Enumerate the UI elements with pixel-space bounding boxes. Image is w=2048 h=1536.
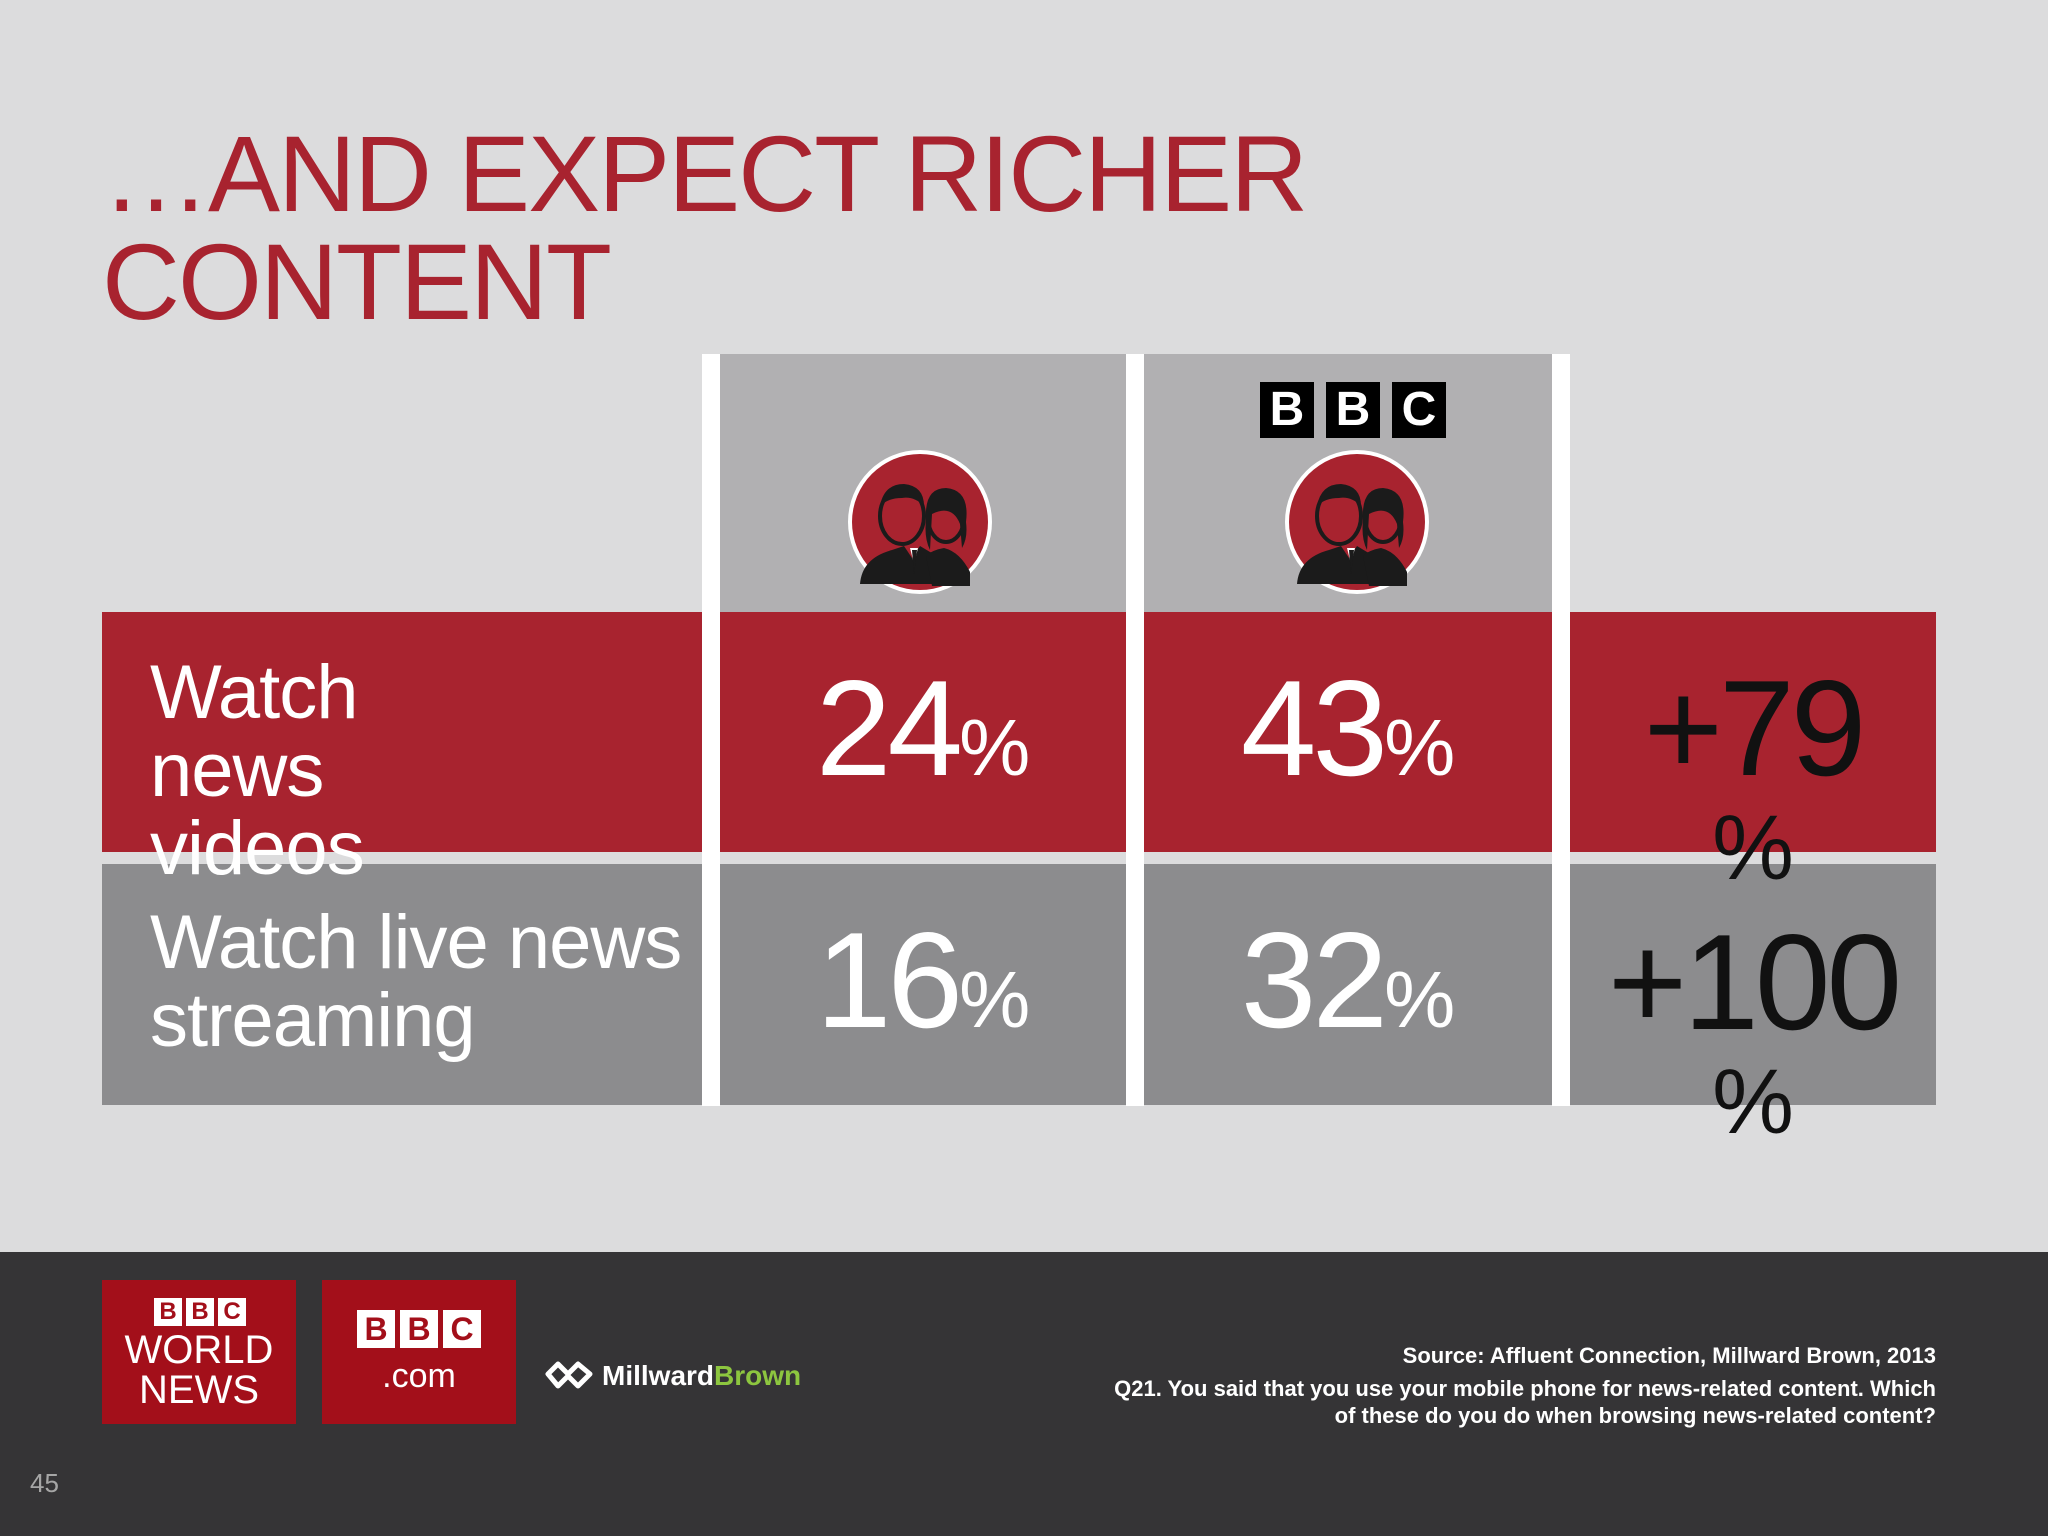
change-number: +100 — [1607, 906, 1902, 1058]
change-row2: +100 % — [1570, 914, 1936, 1154]
title-line-1: …AND EXPECT RICHER — [102, 113, 1308, 234]
row-label-line: news — [150, 728, 324, 813]
row-watch-news-videos — [102, 612, 702, 852]
news-text: NEWS — [139, 1368, 259, 1412]
value-row2-bbc: 32% — [1144, 912, 1552, 1068]
bbc-blocks: B B C — [357, 1310, 481, 1348]
value-row1-bbc: 43% — [1144, 660, 1552, 816]
dot-com-text: .com — [382, 1357, 456, 1395]
percent-sign: % — [959, 955, 1031, 1044]
percent-sign: % — [959, 703, 1031, 792]
row-watch-live-news-streaming — [102, 864, 702, 1105]
column-divider — [1552, 354, 1570, 1106]
bbc-letter: B — [154, 1298, 182, 1326]
bbc-letter: C — [218, 1298, 246, 1326]
people-icon — [848, 450, 992, 594]
value-number: 43 — [1240, 652, 1388, 804]
row-label-line: Watch live news — [150, 900, 682, 985]
percent-sign: % — [1712, 1051, 1794, 1153]
row-label-line: videos — [150, 806, 365, 891]
source-line: Source: Affluent Connection, Millward Br… — [1402, 1343, 1936, 1368]
millward-brown-logo: MillwardBrown — [544, 1358, 844, 1394]
bbc-world-news-logo: B B C WORLD NEWS — [102, 1280, 296, 1424]
bbc-letter: B — [186, 1298, 214, 1326]
percent-sign: % — [1384, 955, 1456, 1044]
row-cell-bg — [1570, 864, 1936, 1105]
row-label-line: streaming — [150, 978, 476, 1063]
world-text: WORLD — [124, 1328, 274, 1372]
column-divider — [702, 354, 720, 1106]
bbc-letter: B — [400, 1310, 438, 1348]
people-icon — [1285, 450, 1429, 594]
title-line-2: CONTENT — [102, 221, 612, 342]
row-label-watch-live-news: Watch live news streaming — [150, 904, 710, 1060]
bbc-letter: B — [357, 1310, 395, 1348]
row-cell-bg — [1144, 864, 1552, 1105]
question-line-1: Q21. You said that you use your mobile p… — [1114, 1376, 1936, 1401]
millward-text: Millward — [602, 1360, 715, 1391]
value-number: 24 — [815, 652, 963, 804]
column-divider — [1126, 354, 1144, 1106]
row-cell-bg — [1144, 612, 1552, 852]
row-label-watch-news-videos: Watch news videos — [150, 654, 710, 888]
value-row2-all: 16% — [720, 912, 1126, 1068]
change-number: +79 — [1643, 652, 1867, 804]
row-label-line: Watch — [150, 650, 359, 735]
millward-brown-text: MillwardBrown — [602, 1358, 801, 1394]
bbc-logo-letter-1: B — [1260, 382, 1314, 438]
row-cell-bg — [720, 612, 1126, 852]
value-number: 32 — [1240, 904, 1388, 1056]
slide-title: …AND EXPECT RICHER CONTENT — [102, 120, 1502, 336]
bbc-logo-letter-3: C — [1392, 382, 1446, 438]
bbc-letter: C — [443, 1310, 481, 1348]
row-cell-bg — [1570, 612, 1936, 852]
percent-sign: % — [1384, 703, 1456, 792]
percent-sign: % — [1712, 797, 1794, 899]
row-divider — [102, 852, 1936, 864]
bbc-logo-letter-2: B — [1326, 382, 1380, 438]
millward-brown-mark-icon — [545, 1361, 593, 1389]
brown-text: Brown — [714, 1360, 802, 1391]
change-row1: +79 % — [1570, 660, 1936, 900]
value-number: 16 — [815, 904, 963, 1056]
value-row1-all: 24% — [720, 660, 1126, 816]
bbc-blocks: B B C — [154, 1298, 246, 1326]
row-cell-bg — [720, 864, 1126, 1105]
source-note: Source: Affluent Connection, Millward Br… — [936, 1342, 1936, 1429]
question-line-2: of these do you do when browsing news-re… — [1334, 1403, 1936, 1428]
page-number: 45 — [30, 1468, 59, 1498]
bbc-com-logo: B B C .com — [322, 1280, 516, 1424]
